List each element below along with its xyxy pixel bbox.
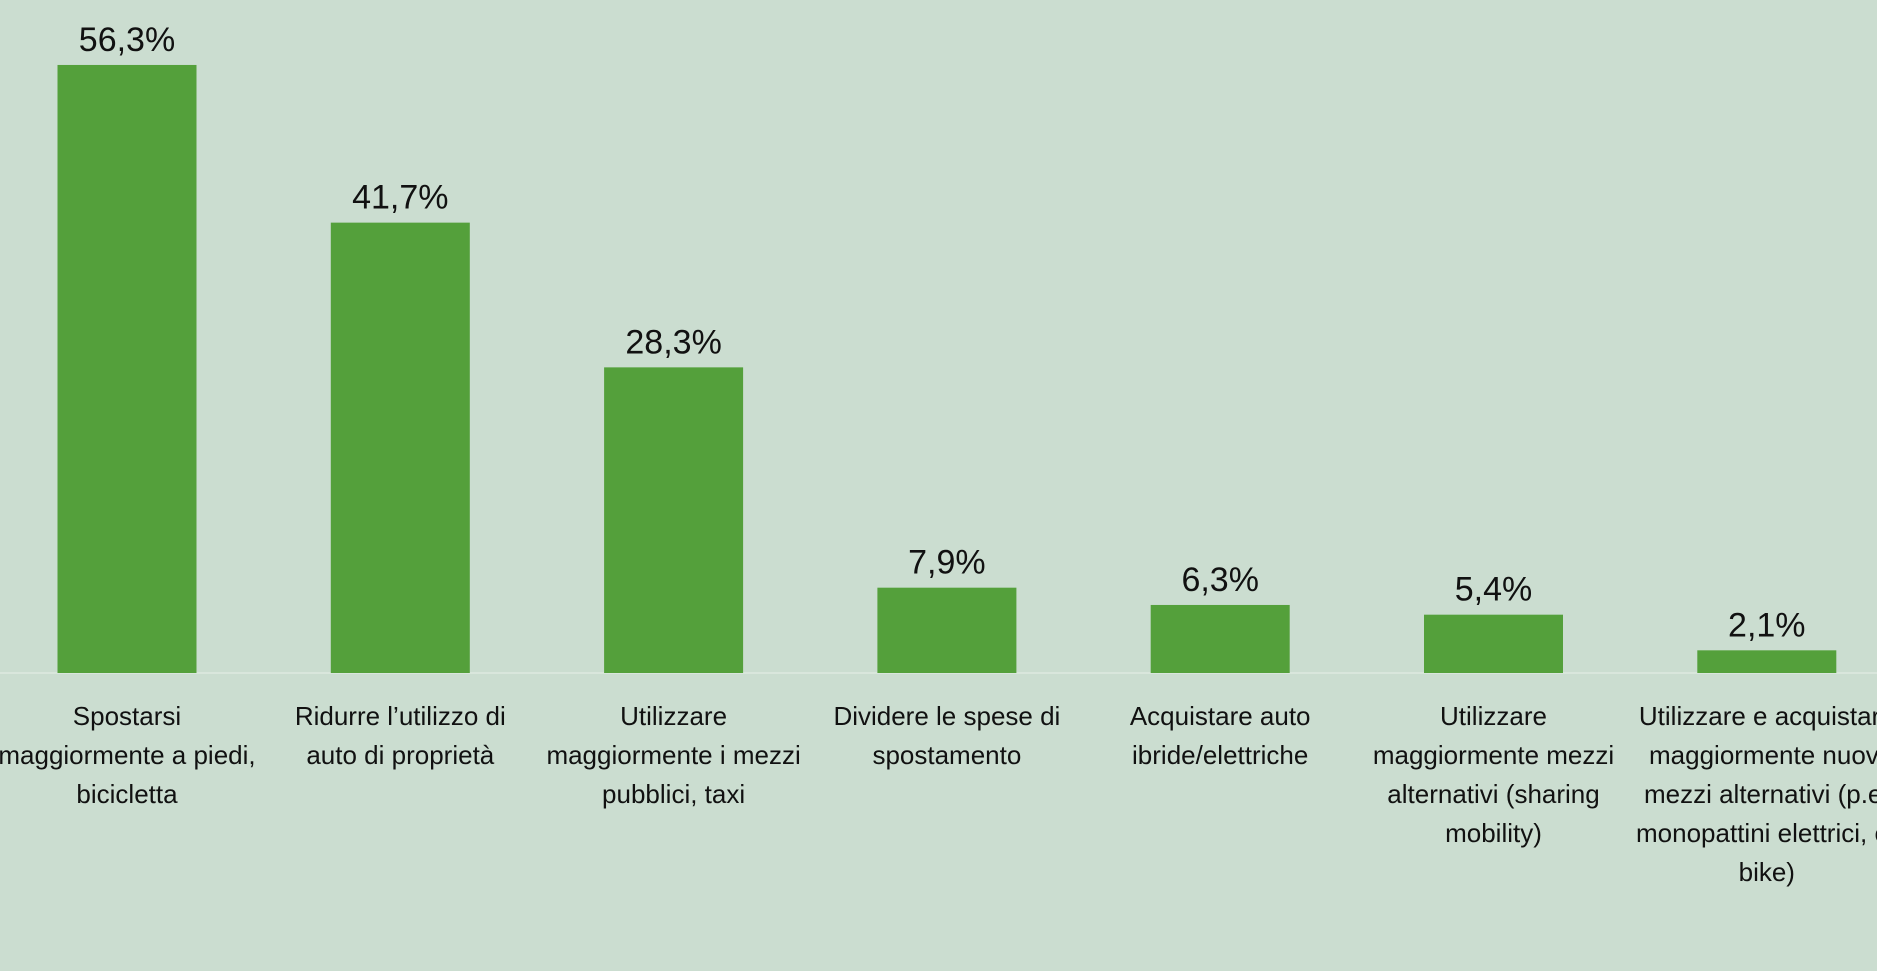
bar [877, 587, 1017, 673]
bar [57, 64, 197, 673]
bar [1150, 604, 1290, 673]
value-label: 5,4% [1455, 571, 1533, 609]
x-tick-label: Utilizzare maggiormente i mezzi pubblici… [546, 701, 801, 809]
x-tick-label: Dividere le spese di spostamento [833, 701, 1061, 770]
bar [1424, 614, 1563, 673]
bar [330, 222, 470, 673]
value-label: 7,9% [908, 544, 986, 582]
x-tick-label: Ridurre l’utilizzo di auto di proprietà [294, 701, 506, 770]
value-label: 28,3% [625, 323, 721, 361]
value-label: 41,7% [352, 179, 448, 217]
x-tick-label: Utilizzare maggiormente mezzi alternativ… [1372, 701, 1615, 848]
x-tick-label: Acquistare auto ibride/elettriche [1129, 701, 1311, 770]
x-tick-label: Spostarsi maggiormente a piedi, biciclet… [0, 701, 256, 809]
value-label: 56,3% [79, 21, 175, 59]
bar [604, 367, 744, 673]
x-tick-label: Utilizzare e acquistare maggiormente nuo… [1636, 701, 1877, 887]
value-label: 6,3% [1181, 561, 1259, 599]
bar [1697, 650, 1837, 673]
value-label: 2,1% [1728, 606, 1806, 644]
